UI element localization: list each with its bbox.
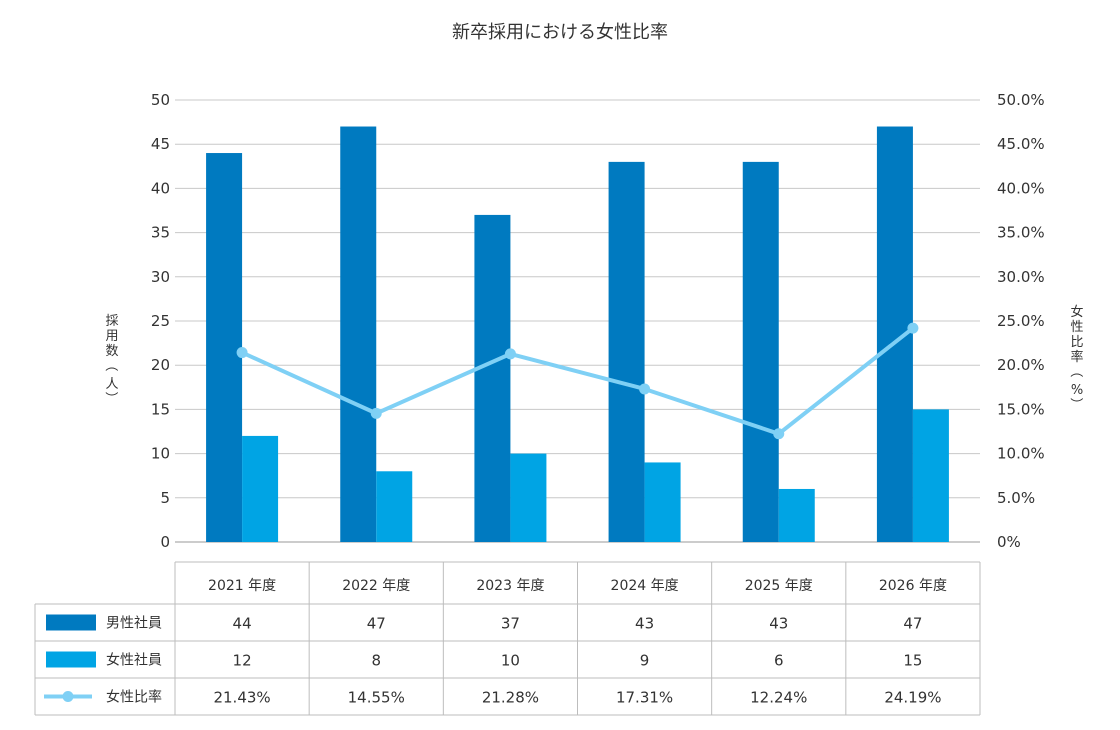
ratio-point xyxy=(639,383,651,395)
y-axis-right: 0% 5.0% 10.0% 15.0% 20.0% 25.0% 30.0% 35.0% 40.0… xyxy=(997,91,1045,551)
axis-label-char: 数 xyxy=(105,344,118,359)
ratio-point xyxy=(236,347,248,359)
y-tick-left: 15 xyxy=(151,400,170,418)
legend-swatch xyxy=(46,651,96,668)
table-value-cell: 37 xyxy=(501,615,520,633)
y-tick-left: 10 xyxy=(151,445,170,463)
legend-label: 女性比率 xyxy=(106,689,162,706)
axis-label-char: % xyxy=(1071,383,1083,398)
bars xyxy=(206,126,949,543)
ratio-point xyxy=(370,407,382,419)
table-value-cell: 6 xyxy=(774,652,784,670)
bar-male xyxy=(742,161,779,542)
chart-title: 新卒採用における女性比率 xyxy=(452,22,668,43)
table-value-cell: 21.43% xyxy=(213,689,270,707)
y-tick-right: 10.0% xyxy=(997,445,1045,463)
bar-female xyxy=(376,471,413,542)
axis-label-char: ） xyxy=(103,391,118,404)
y-tick-left: 0 xyxy=(160,533,170,551)
y-tick-left: 50 xyxy=(151,91,170,109)
bar-male xyxy=(474,214,511,543)
y-tick-left: 40 xyxy=(151,179,170,197)
table-value-cell: 12 xyxy=(233,652,252,670)
table-value-cell: 17.31% xyxy=(616,689,673,707)
bar-male xyxy=(340,126,377,543)
ratio-point xyxy=(907,322,919,334)
axis-label-char: ） xyxy=(1068,397,1083,410)
y-axis-left: 0 5 10 15 20 25 30 35 40 45 50 xyxy=(151,91,170,551)
y-tick-left: 35 xyxy=(151,224,170,242)
y-tick-right: 15.0% xyxy=(997,400,1045,418)
y-tick-right: 20.0% xyxy=(997,356,1045,374)
y-tick-left: 5 xyxy=(160,489,170,507)
table-header-cell: 2021 年度 xyxy=(208,578,276,594)
axis-label-char: 性 xyxy=(1070,320,1083,335)
y-tick-right: 30.0% xyxy=(997,268,1045,286)
axis-label-char: （ xyxy=(103,358,118,371)
table-header-cell: 2024 年度 xyxy=(611,578,679,594)
y-tick-right: 0% xyxy=(997,533,1021,551)
table-header-cell: 2026 年度 xyxy=(879,578,947,594)
legend-swatch xyxy=(46,614,96,631)
table-value-cell: 43 xyxy=(769,615,788,633)
bar-female xyxy=(242,435,279,542)
y-tick-right: 40.0% xyxy=(997,179,1045,197)
y-tick-left: 25 xyxy=(151,312,170,330)
gridlines xyxy=(175,99,980,543)
table-header-cell: 2022 年度 xyxy=(342,578,410,594)
table-value-cell: 44 xyxy=(233,615,252,633)
axis-label-char: 人 xyxy=(105,377,118,392)
y-tick-right: 5.0% xyxy=(997,489,1035,507)
bar-female xyxy=(644,462,681,542)
axis-label-char: 率 xyxy=(1070,349,1083,365)
table-value-cell: 47 xyxy=(903,615,922,633)
axis-label-char: （ xyxy=(1068,364,1083,377)
ratio-point xyxy=(504,348,516,360)
y-axis-label-right: 女性比率（%） xyxy=(1068,304,1084,411)
table-value-cell: 14.55% xyxy=(348,689,405,707)
ratio-line xyxy=(236,322,919,440)
y-axis-title-right: 女性比率（%） xyxy=(1068,304,1084,411)
axis-label-char: 比 xyxy=(1070,335,1083,350)
bar-female xyxy=(778,488,815,542)
y-tick-right: 50.0% xyxy=(997,91,1045,109)
table-value-cell: 8 xyxy=(371,652,381,670)
axis-label-char: 採 xyxy=(105,314,118,329)
bar-female xyxy=(912,409,949,542)
table-value-cell: 21.28% xyxy=(482,689,539,707)
ratio-series-line xyxy=(241,326,915,436)
table-value-cell: 15 xyxy=(903,652,922,670)
table-value-cell: 9 xyxy=(640,652,650,670)
bar-female xyxy=(510,453,547,542)
bar-male xyxy=(608,161,645,542)
bar-male xyxy=(206,153,243,543)
axis-label-char: 用 xyxy=(105,329,118,344)
table-value-cell: 10 xyxy=(501,652,520,670)
table-value-cell: 47 xyxy=(367,615,386,633)
axis-label-char: 女 xyxy=(1070,304,1083,320)
data-table: 2021 年度 2022 年度 2023 年度 2024 年度 2025 年度 2026 … xyxy=(34,561,981,716)
table-value-cell: 24.19% xyxy=(884,689,941,707)
legend-label: 男性社員 xyxy=(106,616,162,632)
y-tick-left: 30 xyxy=(151,268,170,286)
table-value-cell: 12.24% xyxy=(750,689,807,707)
table-header-cell: 2023 年度 xyxy=(476,578,544,594)
table-header-cell: 2025 年度 xyxy=(745,578,813,594)
legend-label: 女性社員 xyxy=(106,652,162,669)
table-value-cell: 43 xyxy=(635,615,654,633)
ratio-point xyxy=(773,428,785,440)
legend-marker xyxy=(62,691,74,702)
y-tick-left: 20 xyxy=(151,356,170,374)
y-tick-left: 45 xyxy=(151,135,170,153)
y-tick-right: 45.0% xyxy=(997,135,1045,153)
y-tick-right: 35.0% xyxy=(997,224,1045,242)
y-tick-right: 25.0% xyxy=(997,312,1045,330)
y-axis-title-left: 採用数（ 人） xyxy=(103,314,119,405)
y-axis-label-left: 採用数（ 人） xyxy=(103,314,119,405)
